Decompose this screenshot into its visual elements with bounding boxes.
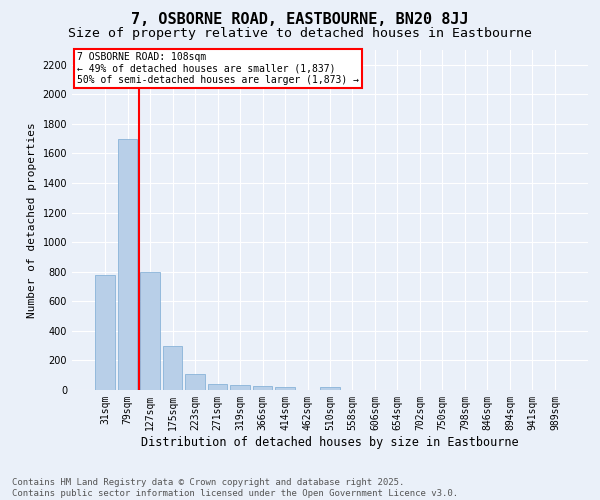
Bar	[140, 272, 160, 390]
Bar	[118, 138, 137, 390]
Bar	[185, 374, 205, 390]
Bar	[95, 276, 115, 390]
Bar	[253, 386, 272, 390]
Bar	[275, 387, 295, 390]
Bar	[320, 387, 340, 390]
Bar	[230, 385, 250, 390]
X-axis label: Distribution of detached houses by size in Eastbourne: Distribution of detached houses by size …	[141, 436, 519, 448]
Y-axis label: Number of detached properties: Number of detached properties	[27, 122, 37, 318]
Text: 7, OSBORNE ROAD, EASTBOURNE, BN20 8JJ: 7, OSBORNE ROAD, EASTBOURNE, BN20 8JJ	[131, 12, 469, 28]
Text: Contains HM Land Registry data © Crown copyright and database right 2025.
Contai: Contains HM Land Registry data © Crown c…	[12, 478, 458, 498]
Bar	[208, 384, 227, 390]
Bar	[163, 346, 182, 390]
Text: Size of property relative to detached houses in Eastbourne: Size of property relative to detached ho…	[68, 28, 532, 40]
Text: 7 OSBORNE ROAD: 108sqm
← 49% of detached houses are smaller (1,837)
50% of semi-: 7 OSBORNE ROAD: 108sqm ← 49% of detached…	[77, 52, 359, 85]
